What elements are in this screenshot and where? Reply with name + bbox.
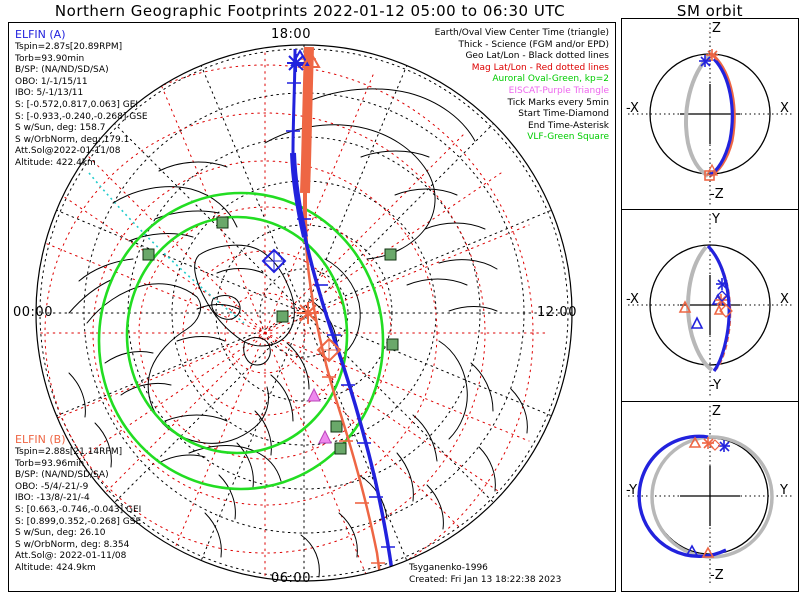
eiscat-stations xyxy=(307,387,332,444)
credit-block: Tsyganenko-1996 Created: Fri Jan 13 18:2… xyxy=(409,563,561,586)
geographic-footprint-map: ELFIN (A) Tspin=2.87s[20.89RPM] Torb=93.… xyxy=(8,22,616,592)
end-time-markers xyxy=(287,54,319,324)
coastlines xyxy=(68,88,528,581)
probe-b-line: Tspin=2.88s[21.14RPM] xyxy=(15,447,123,457)
axis-label-top: Y xyxy=(712,212,720,227)
probe-a-line: Torb=93.90min xyxy=(15,53,85,64)
probe-b-line: S w/OrbNorm, deg: 8.354 xyxy=(15,539,130,550)
map-legend: Earth/Oval View Center Time (triangle) T… xyxy=(435,28,609,144)
probe-b-line: IBO: -13/8/-21/-4 xyxy=(15,493,90,504)
sm-panel-xy: Y -Y -X X xyxy=(621,210,799,402)
start-time-markers xyxy=(261,248,342,363)
axis-label-left: -Y xyxy=(626,483,638,498)
sm-plot-yz xyxy=(628,406,792,586)
probe-a-line: Tspin=2.87s[20.89RPM] xyxy=(15,42,123,52)
probe-b-line: Torb=93.96min xyxy=(15,458,85,469)
probe-b-info-block: ELFIN (B) Tspin=2.88s[21.14RPM] Torb=93.… xyxy=(15,433,141,575)
legend-item: Auroral Oval-Green, kp=2 xyxy=(492,74,609,85)
map-title: Northern Geographic Footprints 2022-01-1… xyxy=(54,2,566,20)
probe-a-name: ELFIN (A) xyxy=(15,28,66,41)
axis-label-bottom: -Z xyxy=(710,568,724,583)
cyan-dotted-track xyxy=(88,172,245,324)
vlf-stations xyxy=(142,216,399,455)
legend-item: EISCAT-Purple Triangle xyxy=(508,85,609,96)
sm-plot-xy xyxy=(628,214,792,396)
axis-label-right: X xyxy=(780,292,789,307)
legend-item: Thick - Science (FGM and/or EPD) xyxy=(458,39,609,50)
model-name: Tsyganenko-1996 xyxy=(409,563,488,573)
created-timestamp: Created: Fri Jan 13 18:22:38 2023 xyxy=(409,574,562,585)
sm-orbit-title: SM orbit xyxy=(676,2,744,20)
probe-a-line: S: [-0.933,-0.240,-0.268] GSE xyxy=(15,111,148,122)
probe-a-info-block: ELFIN (A) Tspin=2.87s[20.89RPM] Torb=93.… xyxy=(15,28,148,170)
probe-b-line: OBO: -5/4/-21/-9 xyxy=(15,481,89,492)
mlt-label-12: 12:00 xyxy=(537,305,577,320)
sm-panel-xz: Z -Z -X X xyxy=(621,18,799,210)
sm-plot-xz xyxy=(628,23,792,205)
legend-item: Earth/Oval View Center Time (triangle) xyxy=(434,28,609,38)
probe-b-line: S: [0.663,-0.746,-0.043] GEI xyxy=(15,504,142,515)
track-tick-marks xyxy=(286,82,395,548)
axis-label-bottom: -Y xyxy=(710,378,722,393)
legend-item: Geo Lat/Lon - Black dotted lines xyxy=(465,51,609,62)
legend-item: Mag Lat/Lon - Red dotted lines xyxy=(471,62,609,73)
axis-label-left: -X xyxy=(626,101,639,116)
probe-b-name: ELFIN (B) xyxy=(15,433,66,446)
map-boundary-circle xyxy=(35,44,573,582)
probe-b-line: S w/Sun, deg: 26.10 xyxy=(15,528,106,539)
probe-a-line: IBO: 5/-1/13/11 xyxy=(15,88,84,99)
probe-b-line: B/SP: (NA/ND/SD/SA) xyxy=(15,470,109,481)
legend-item: Tick Marks every 5min xyxy=(507,97,609,108)
probe-a-line: S w/OrbNorm, deg: 179.1 xyxy=(15,134,130,145)
auroral-oval xyxy=(97,191,385,491)
axis-label-top: Z xyxy=(712,21,721,36)
probe-a-line: B/SP: (NA/ND/SD/SA) xyxy=(15,65,109,76)
probe-a-line: S w/Sun, deg: 158.7 xyxy=(15,123,106,134)
view-center-markers xyxy=(290,48,321,68)
sm-panel-yz: Z -Z -Y Y xyxy=(621,402,799,592)
probe-a-line: OBO: 1/-1/15/11 xyxy=(15,76,88,87)
legend-item: End Time-Asterisk xyxy=(527,120,609,131)
probe-a-line: S: [-0.572,0.817,0.063] GEI xyxy=(15,99,139,110)
mag-meridian-grid xyxy=(36,52,546,581)
probe-a-line: Altitude: 422.4km xyxy=(15,157,96,168)
map-canvas xyxy=(35,44,573,582)
probe-b-line: Altitude: 424.9km xyxy=(15,562,96,573)
legend-item: Start Time-Diamond xyxy=(518,109,609,120)
mlt-label-18: 18:00 xyxy=(271,27,311,42)
legend-item: VLF-Green Square xyxy=(527,132,609,143)
axis-label-right: X xyxy=(780,101,789,116)
probe-b-line: S: [0.899,0.352,-0.268] GSE xyxy=(15,516,142,527)
probe-b-line: Att.Sol@: 2022-01-11/08 xyxy=(15,551,127,562)
axis-label-top: Z xyxy=(712,404,721,419)
mlt-label-00: 00:00 xyxy=(13,305,53,320)
mlt-label-06: 06:00 xyxy=(271,571,311,586)
axis-label-right: Y xyxy=(780,483,788,498)
track-tick-marks-b xyxy=(300,58,385,564)
axis-label-left: -X xyxy=(626,292,639,307)
axis-label-bottom: -Z xyxy=(710,187,724,202)
probe-a-line: Att.Sol@2022-01-11/08 xyxy=(15,146,121,157)
